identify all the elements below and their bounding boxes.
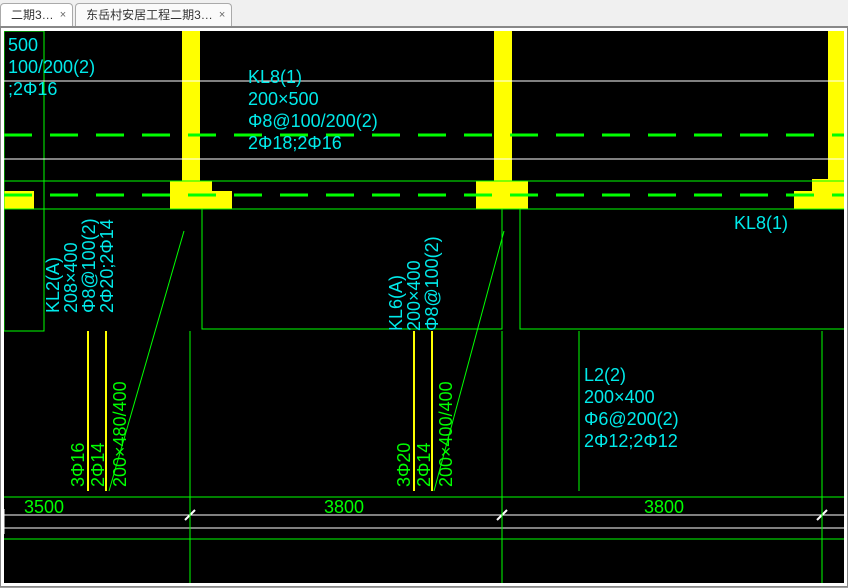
l2-1: L2(2) [584,365,626,385]
tab-2[interactable]: 东岳村安居工程二期3… × [75,3,232,26]
lv-2: 2Φ14 [88,443,108,487]
kl8-right: KL8(1) [734,213,788,233]
drawing-viewport[interactable]: 500 100/200(2) ;2Φ16 KL8(1) 200×500 Φ8@1… [4,31,844,583]
tab-1[interactable]: 二期3… × [0,3,73,26]
mv-2: 2Φ14 [414,443,434,487]
kl2a-1: KL2(A) [43,257,63,313]
wall [828,31,844,186]
kl2a-4: 2Φ20;2Φ14 [97,219,117,313]
leader-mid-text: 3Φ20 2Φ14 200×400/400 [394,381,456,487]
l2-2: 200×400 [584,387,655,407]
tab-2-label: 东岳村安居工程二期3… [86,4,213,26]
dim-2: 3800 [324,497,364,517]
kl6a-3: Φ8@100(2) [422,236,442,331]
drawing-viewport-frame: 500 100/200(2) ;2Φ16 KL8(1) 200×500 Φ8@1… [0,27,848,587]
kl2a-group: KL2(A) 208×400 Φ8@100(2) 2Φ20;2Φ14 [43,218,117,313]
dim-1: 3500 [24,497,64,517]
mv-1: 3Φ20 [394,443,414,487]
kl8-2: 200×500 [248,89,319,109]
kl8-4: 2Φ18;2Φ16 [248,133,342,153]
lv-1: 3Φ16 [68,443,88,487]
label-left-2: 100/200(2) [8,57,95,77]
kl6a-1: KL6(A) [386,275,406,331]
tab-1-label: 二期3… [11,4,54,26]
beam-outline [520,209,844,329]
kl8-1: KL8(1) [248,67,302,87]
kl2a-3: Φ8@100(2) [79,218,99,313]
l2-3: Φ6@200(2) [584,409,679,429]
dim-3: 3800 [644,497,684,517]
kl6a-group: KL6(A) 200×400 Φ8@100(2) [386,236,442,331]
tab-2-close-icon[interactable]: × [219,4,225,26]
cad-canvas: 500 100/200(2) ;2Φ16 KL8(1) 200×500 Φ8@1… [4,31,844,583]
beam-outline [202,209,502,329]
mv-3: 200×400/400 [436,381,456,487]
label-left-1: 500 [8,35,38,55]
leader-left-text: 3Φ16 2Φ14 200×480/400 [68,381,130,487]
tab-bar: 二期3… × 东岳村安居工程二期3… × [0,0,848,27]
lv-3: 200×480/400 [110,381,130,487]
kl6a-2: 200×400 [404,260,424,331]
kl8-3: Φ8@100/200(2) [248,111,378,131]
l2-4: 2Φ12;2Φ12 [584,431,678,451]
label-left-3: ;2Φ16 [8,79,57,99]
kl2a-2: 208×400 [61,242,81,313]
tab-1-close-icon[interactable]: × [60,4,66,26]
